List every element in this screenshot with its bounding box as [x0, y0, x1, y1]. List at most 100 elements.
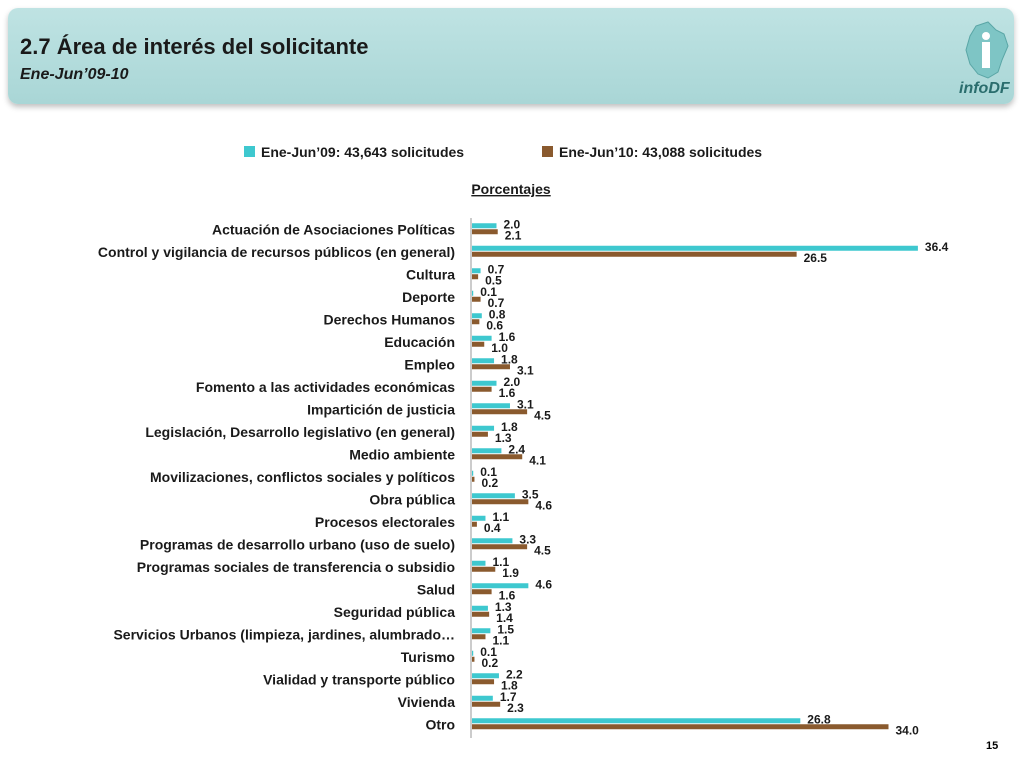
legend-swatch-2010 — [542, 146, 553, 157]
value-label-2009: 36.4 — [925, 240, 949, 254]
bar-2010 — [472, 499, 529, 505]
bar-2009 — [472, 605, 488, 611]
value-label-2010: 1.0 — [491, 341, 508, 355]
bar-2010 — [472, 431, 488, 437]
value-label-2009: 2.0 — [504, 217, 521, 231]
value-label-2009: 0.1 — [480, 465, 497, 479]
category-label: Fomento a las actividades económicas — [196, 379, 455, 395]
category-label: Derechos Humanos — [324, 311, 456, 327]
bar-2010 — [472, 544, 528, 550]
category-label: Actuación de Asociaciones Políticas — [212, 221, 455, 237]
category-label: Legislación, Desarrollo legislativo (en … — [145, 424, 455, 440]
value-label-2010: 34.0 — [896, 723, 920, 737]
value-label-2009: 26.8 — [807, 712, 831, 726]
bar-2009 — [472, 448, 502, 454]
value-label-2009: 1.8 — [501, 420, 518, 434]
category-label: Obra pública — [369, 491, 455, 507]
bar-2010 — [472, 724, 889, 730]
value-label-2010: 1.4 — [496, 611, 513, 625]
unit-label: Porcentajes — [471, 181, 551, 197]
bar-2009 — [472, 695, 493, 701]
bar-2010 — [472, 386, 492, 392]
value-label-2010: 2.1 — [505, 228, 522, 242]
value-label-2010: 4.5 — [534, 543, 551, 557]
bar-2010 — [472, 274, 479, 280]
value-label-2010: 0.5 — [485, 273, 502, 287]
bar-2009 — [472, 470, 474, 476]
category-label: Otro — [425, 716, 455, 732]
bar-2010 — [472, 319, 480, 325]
bar-2009 — [472, 493, 515, 499]
value-label-2010: 0.7 — [488, 296, 505, 310]
bar-2009 — [472, 268, 481, 274]
value-label-2009: 1.1 — [492, 555, 509, 569]
bar-2009 — [472, 718, 801, 724]
value-label-2010: 1.1 — [492, 633, 509, 647]
category-label: Medio ambiente — [349, 446, 455, 462]
bar-2009 — [472, 290, 474, 296]
value-label-2009: 2.2 — [506, 667, 523, 681]
infodf-logo-icon — [965, 21, 1009, 79]
page-subtitle: Ene-Jun’09-10 — [20, 66, 129, 83]
bar-2010 — [472, 656, 475, 662]
bar-2009 — [472, 560, 486, 566]
category-label: Empleo — [404, 356, 455, 372]
page-number: 15 — [986, 740, 999, 752]
value-label-2009: 0.1 — [480, 645, 497, 659]
bar-2010 — [472, 251, 797, 257]
bar-2010 — [472, 566, 496, 572]
legend-swatch-2009 — [244, 146, 255, 157]
category-label: Cultura — [406, 266, 455, 282]
bar-2009 — [472, 583, 529, 589]
value-label-2009: 2.4 — [508, 442, 525, 456]
page-title: 2.7 Área de interés del solicitante — [20, 34, 369, 59]
value-label-2010: 0.6 — [486, 318, 503, 332]
legend-label-2010: Ene-Jun’10: 43,088 solicitudes — [559, 144, 762, 160]
value-label-2009: 0.1 — [480, 285, 497, 299]
bar-2010 — [472, 521, 477, 527]
value-label-2009: 1.8 — [501, 352, 518, 366]
bar-2010 — [472, 476, 475, 482]
value-label-2009: 1.7 — [500, 690, 517, 704]
bar-2009 — [472, 425, 495, 431]
category-label: Educación — [384, 334, 455, 350]
bar-2009 — [472, 358, 495, 364]
value-label-2009: 2.0 — [504, 375, 521, 389]
bar-2010 — [472, 679, 495, 685]
value-label-2009: 3.5 — [522, 487, 539, 501]
header-banner: 2.7 Área de interés del solicitante Ene-… — [8, 8, 1014, 104]
value-label-2009: 1.1 — [492, 510, 509, 524]
value-label-2010: 1.8 — [501, 678, 518, 692]
logo-text: infoDF — [959, 80, 1010, 97]
bar-2010 — [472, 296, 481, 302]
legend-label-2009: Ene-Jun’09: 43,643 solicitudes — [261, 144, 464, 160]
value-label-2010: 1.6 — [499, 588, 516, 602]
value-label-2009: 1.6 — [499, 330, 516, 344]
bar-2009 — [472, 223, 497, 229]
value-label-2010: 1.6 — [499, 386, 516, 400]
bar-2009 — [472, 335, 492, 341]
bar-2009 — [472, 538, 513, 544]
bar-2010 — [472, 454, 523, 460]
category-label: Vivienda — [398, 694, 456, 710]
category-label: Movilizaciones, conflictos sociales y po… — [150, 469, 455, 485]
bar-2010 — [472, 341, 485, 347]
value-label-2010: 3.1 — [517, 363, 534, 377]
value-label-2010: 1.9 — [502, 566, 519, 580]
value-label-2009: 0.8 — [489, 307, 506, 321]
category-label: Servicios Urbanos (limpieza, jardines, a… — [113, 626, 455, 642]
value-label-2010: 0.2 — [481, 476, 498, 490]
category-label: Control y vigilancia de recursos público… — [98, 244, 455, 260]
category-label: Programas sociales de transferencia o su… — [137, 559, 455, 575]
bar-2010 — [472, 409, 528, 415]
category-label: Vialidad y transporte público — [263, 671, 455, 687]
value-label-2010: 4.6 — [535, 498, 552, 512]
value-label-2010: 1.3 — [495, 431, 512, 445]
category-label: Programas de desarrollo urbano (uso de s… — [140, 536, 455, 552]
chart-legend: Ene-Jun’09: 43,643 solicitudes Ene-Jun’1… — [244, 144, 762, 160]
value-label-2010: 4.1 — [529, 453, 546, 467]
bar-2009 — [472, 403, 510, 409]
category-label: Procesos electorales — [315, 514, 455, 530]
value-label-2009: 1.3 — [495, 600, 512, 614]
